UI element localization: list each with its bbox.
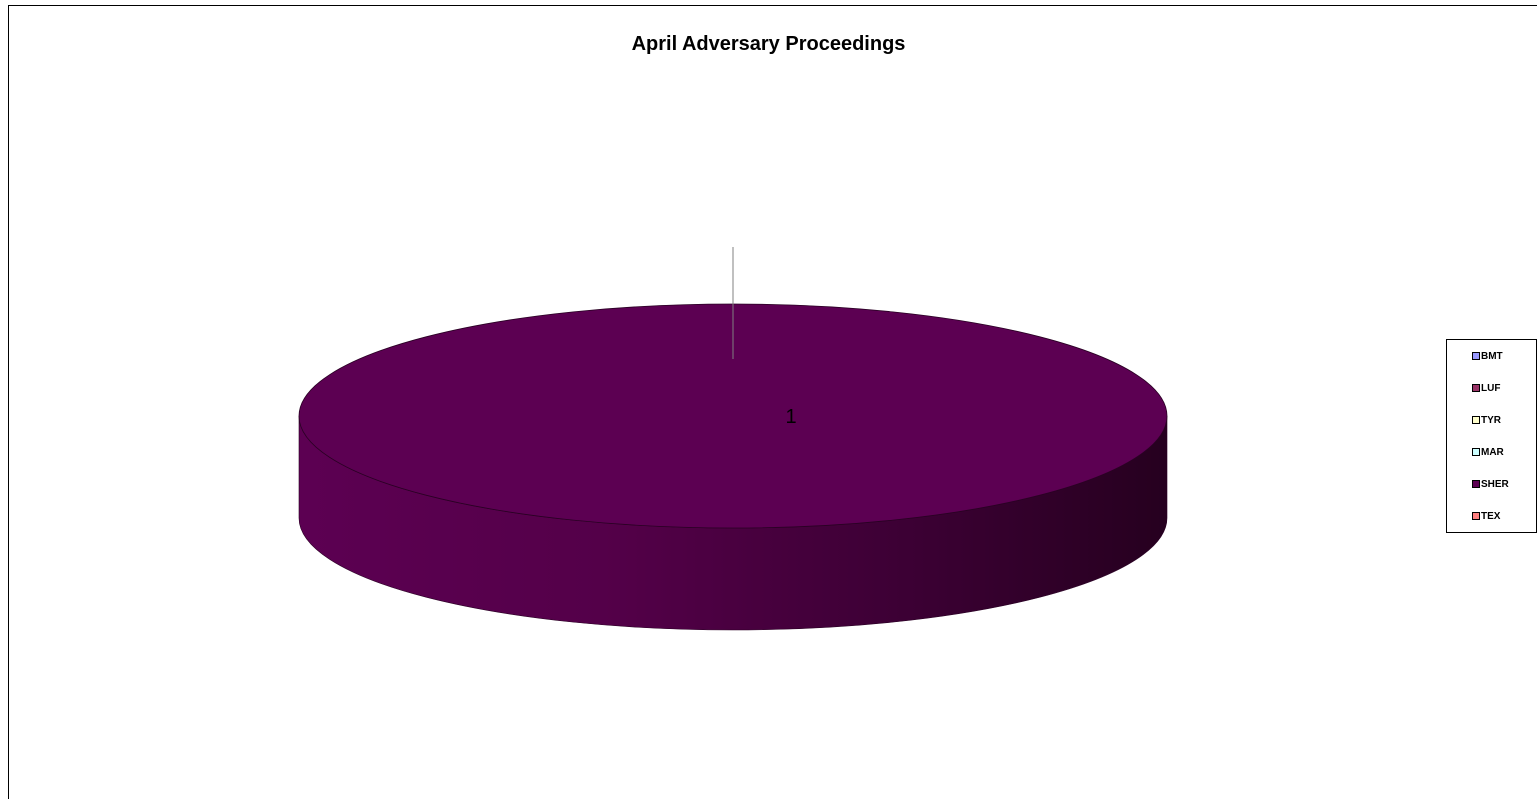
legend-item-tex: TEX — [1472, 509, 1500, 523]
legend-item-luf: LUF — [1472, 381, 1500, 395]
chart-title: April Adversary Proceedings — [631, 33, 906, 55]
legend-label-tyr: TYR — [1481, 414, 1501, 426]
legend: BMT LUF TYR MAR SHER TEX — [1446, 339, 1537, 533]
legend-swatch-bmt — [1472, 352, 1480, 360]
legend-swatch-tex — [1472, 512, 1480, 520]
legend-swatch-luf — [1472, 384, 1480, 392]
legend-label-mar: MAR — [1481, 446, 1504, 458]
legend-swatch-tyr — [1472, 416, 1480, 424]
legend-swatch-mar — [1472, 448, 1480, 456]
legend-label-bmt: BMT — [1481, 350, 1503, 362]
legend-label-luf: LUF — [1481, 382, 1501, 394]
legend-item-sher: SHER — [1472, 477, 1509, 491]
data-label-sher: 1 — [785, 406, 796, 428]
legend-label-sher: SHER — [1481, 478, 1509, 490]
legend-item-bmt: BMT — [1472, 349, 1503, 363]
legend-item-tyr: TYR — [1472, 413, 1501, 427]
legend-item-mar: MAR — [1472, 445, 1504, 459]
legend-label-tex: TEX — [1481, 510, 1501, 522]
pie-slice-sher — [298, 247, 1168, 631]
legend-swatch-sher — [1472, 480, 1480, 488]
